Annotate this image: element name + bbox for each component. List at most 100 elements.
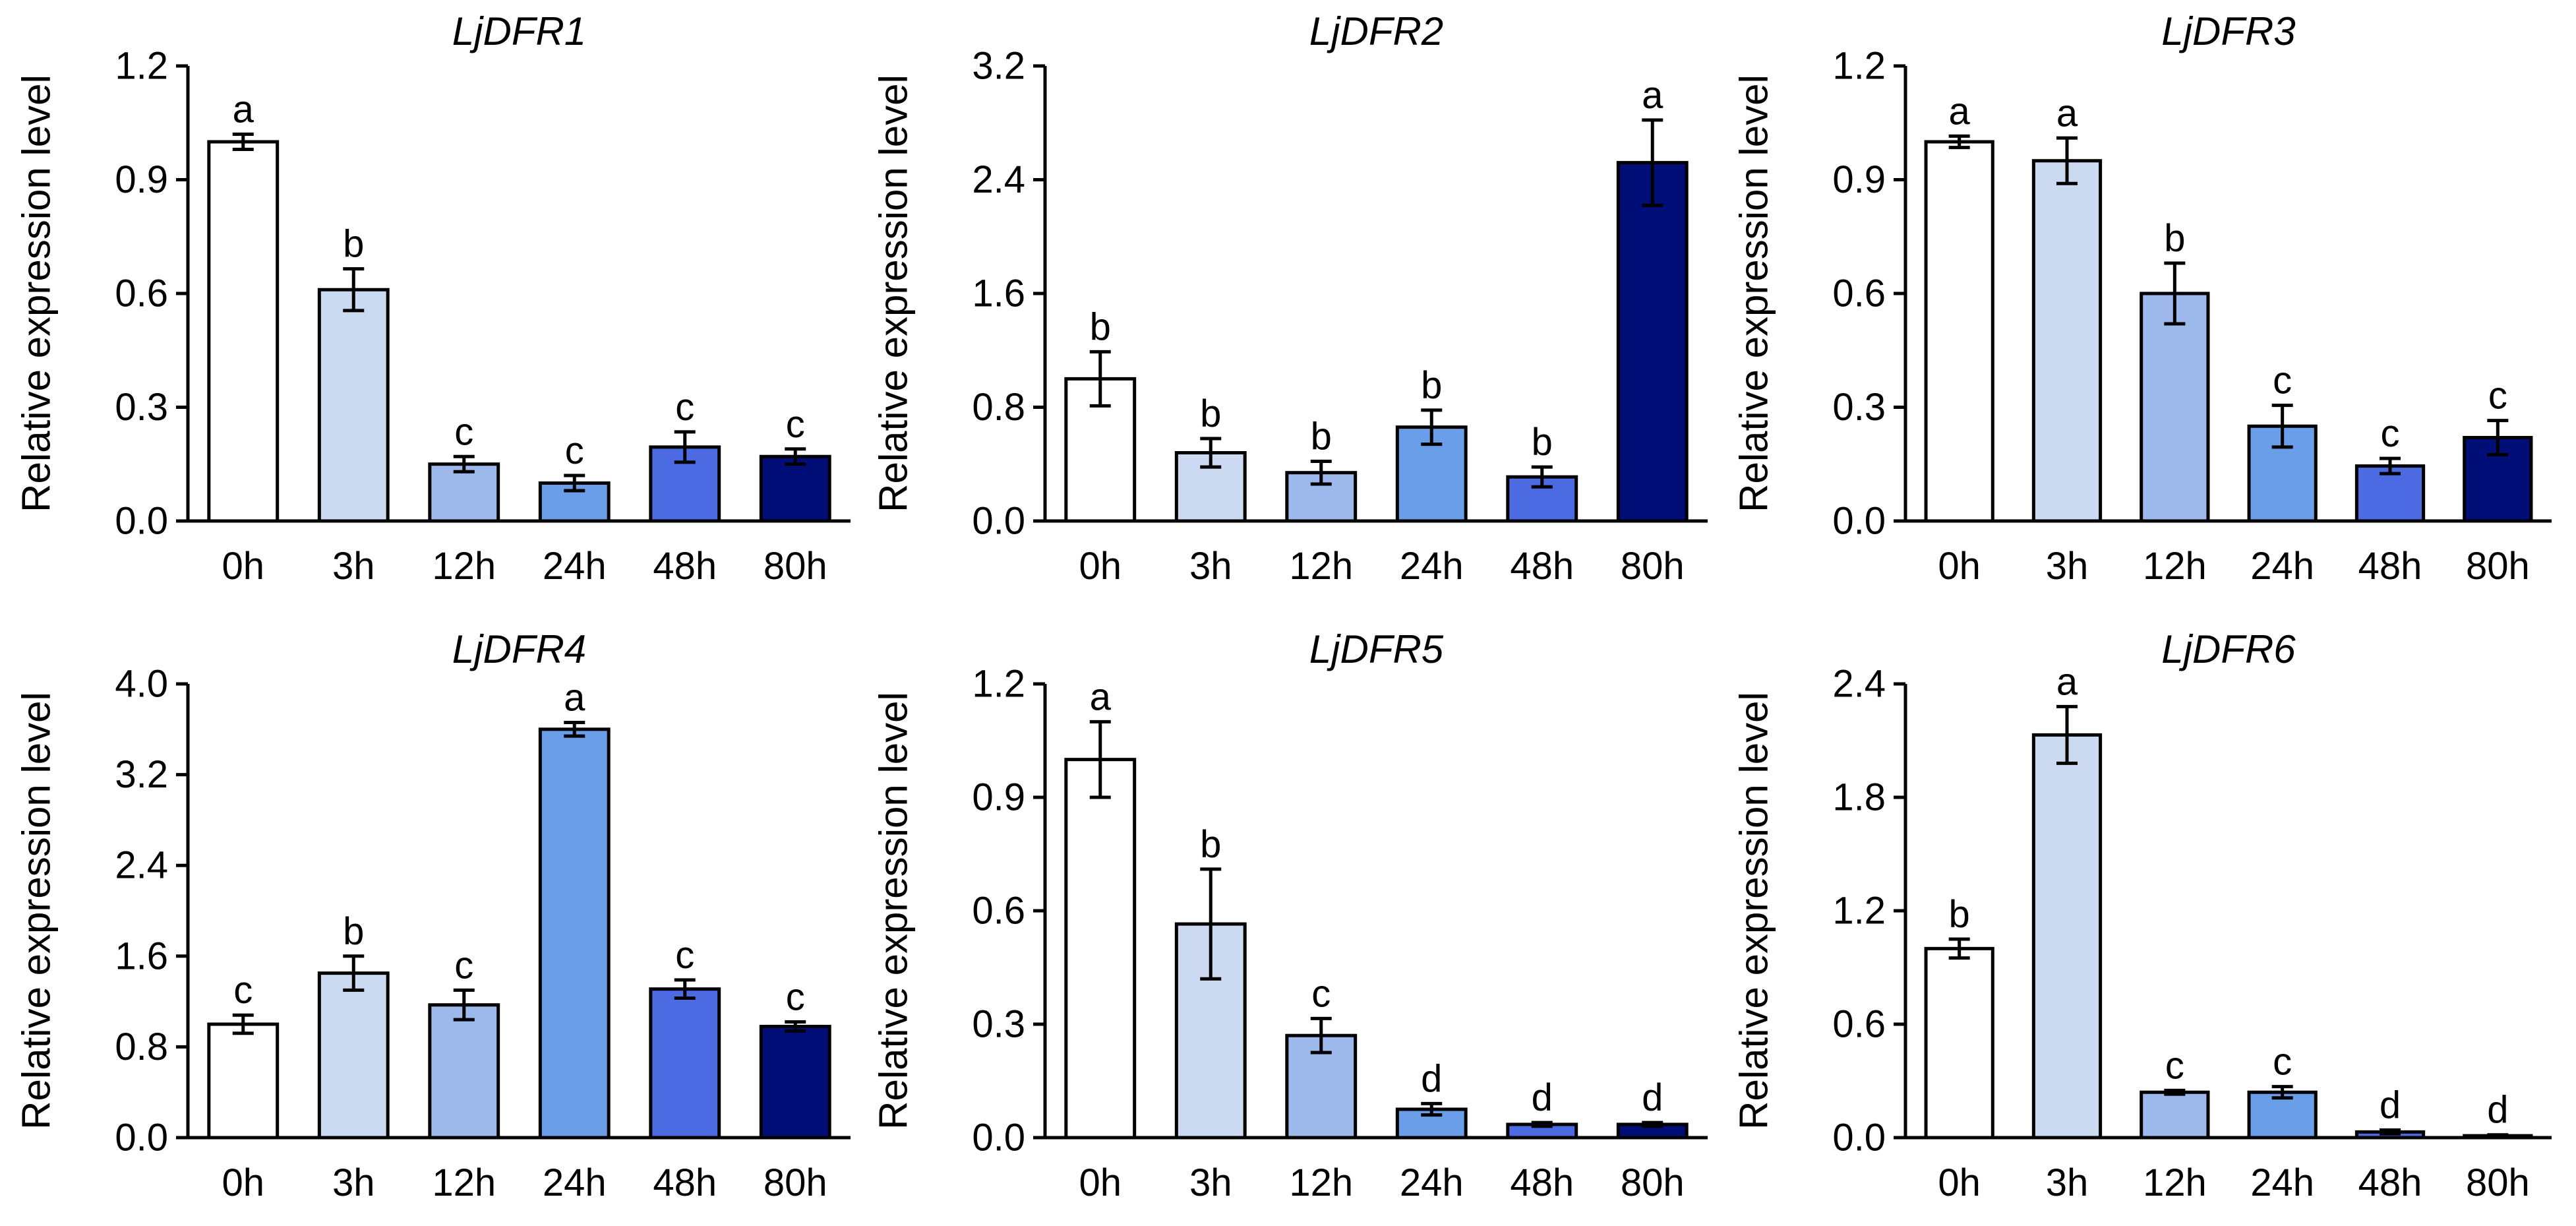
y-tick-label: 3.2 [972,45,1025,88]
error-bar-48h [1531,465,1553,489]
bar-0h [1924,946,1994,1140]
significance-letter-24h: b [1421,364,1442,407]
y-tick-label: 0.3 [115,386,168,429]
bar-0h [207,1022,280,1140]
significance-letter-12h: b [2164,217,2185,260]
significance-letter-0h: c [233,969,253,1012]
y-tick-label: 0.0 [115,1117,168,1159]
y-tick-label: 0.6 [115,272,168,315]
y-tick-label: 0.6 [972,890,1025,933]
y-tick-label: 0.9 [115,158,168,201]
significance-letter-3h: a [2056,92,2078,135]
bar-3h [2031,159,2103,523]
y-tick-label: 1.2 [972,663,1025,706]
significance-letter-48h: b [1532,421,1553,464]
x-tick-label: 48h [653,545,717,588]
y-tick-label: 0.3 [1832,386,1886,429]
significance-letter-24h: c [565,429,584,472]
x-tick-label: 24h [2250,1161,2314,1204]
x-tick-label: 48h [2358,545,2422,588]
significance-letter-48h: c [675,934,694,977]
significance-letter-48h: d [1532,1076,1553,1119]
error-bar-48h [1531,1120,1553,1128]
y-tick-label: 1.6 [972,272,1025,315]
error-bar-48h [674,430,696,464]
y-tick-label: 0.6 [1832,1003,1886,1046]
error-bar-3h [1200,867,1222,981]
error-bar-3h [343,267,365,313]
error-bar-3h [2056,136,2078,185]
significance-letter-24h: a [564,676,585,719]
error-bar-12h [453,454,475,474]
error-bar-0h [232,133,254,151]
error-bar-48h [2380,456,2401,475]
x-tick-label: 3h [2046,545,2089,588]
significance-letter-80h: c [786,976,805,1019]
x-tick-label: 48h [1510,1161,1574,1204]
bar-12h [428,1003,500,1140]
y-tick-label: 1.2 [1832,45,1886,88]
chart-panel-3: LjDFR3 Relative expression level a 0h a 3h b 12… [1732,9,2552,588]
bar-3h [317,971,390,1140]
x-tick-label: 48h [2358,1161,2422,1204]
y-tick-label: 0.0 [972,500,1025,543]
bar-0h [1064,758,1137,1140]
y-tick-label: 2.4 [1832,663,1886,706]
chart-panel-1: LjDFR1 Relative expression level a 0h b 3h c 12… [15,9,851,588]
bar-3h [317,288,390,523]
significance-letter-12h: c [454,410,473,453]
y-axis-label: Relative expression level [15,692,59,1130]
x-tick-label: 80h [764,1161,827,1204]
x-tick-label: 0h [1079,545,1122,588]
error-bar-12h [453,988,475,1022]
significance-letter-48h: c [675,386,694,429]
error-bar-24h [1421,408,1443,446]
y-tick-label: 0.9 [972,776,1025,819]
error-bar-0h [232,1013,254,1035]
x-tick-label: 12h [432,545,496,588]
chart-panel-4: LjDFR4 Relative expression level c 0h b 3h c 12… [15,627,851,1204]
chart-title: LjDFR5 [1309,627,1444,671]
y-tick-label: 0.0 [1832,500,1886,543]
y-tick-label: 2.4 [972,158,1025,201]
y-tick-label: 0.8 [115,1026,168,1068]
chart-title: LjDFR4 [452,627,586,671]
y-tick-label: 3.2 [115,753,168,796]
significance-letter-0h: a [1090,675,1112,718]
x-tick-label: 12h [432,1161,496,1204]
x-tick-label: 24h [543,1161,607,1204]
x-tick-label: 80h [2466,1161,2530,1204]
chart-title: LjDFR1 [452,9,586,53]
error-bar-3h [1200,437,1222,469]
x-tick-label: 48h [1510,545,1574,588]
y-tick-label: 0.9 [1832,158,1886,201]
error-bar-24h [564,474,585,493]
x-tick-label: 24h [1400,1161,1464,1204]
x-tick-label: 3h [1189,1161,1232,1204]
y-tick-label: 0.0 [972,1117,1025,1159]
bar-12h [2140,291,2210,523]
x-tick-label: 0h [1938,545,1981,588]
significance-letter-80h: d [1642,1076,1663,1119]
significance-letter-80h: c [786,403,805,446]
x-tick-label: 0h [1079,1161,1122,1204]
significance-letter-3h: b [1200,823,1221,866]
x-tick-label: 12h [2143,1161,2207,1204]
error-bar-24h [1421,1101,1443,1117]
error-bar-24h [564,720,585,738]
significance-letter-0h: a [233,88,255,131]
bar-12h [2140,1090,2210,1140]
chart-panel-6: LjDFR6 Relative expression level b 0h a 3h c 12… [1732,627,2552,1204]
error-bar-48h [674,978,696,1000]
x-tick-label: 80h [764,545,827,588]
error-bar-80h [785,1020,806,1033]
chart-title: LjDFR3 [2161,9,2295,53]
y-tick-label: 1.2 [1832,890,1886,933]
chart-title: LjDFR6 [2161,627,2296,671]
x-tick-label: 48h [653,1161,717,1204]
significance-letter-12h: c [1311,972,1331,1015]
x-tick-label: 24h [1400,545,1464,588]
x-tick-label: 0h [1938,1161,1981,1204]
y-axis-label: Relative expression level [872,692,916,1130]
chart-title: LjDFR2 [1309,9,1443,53]
